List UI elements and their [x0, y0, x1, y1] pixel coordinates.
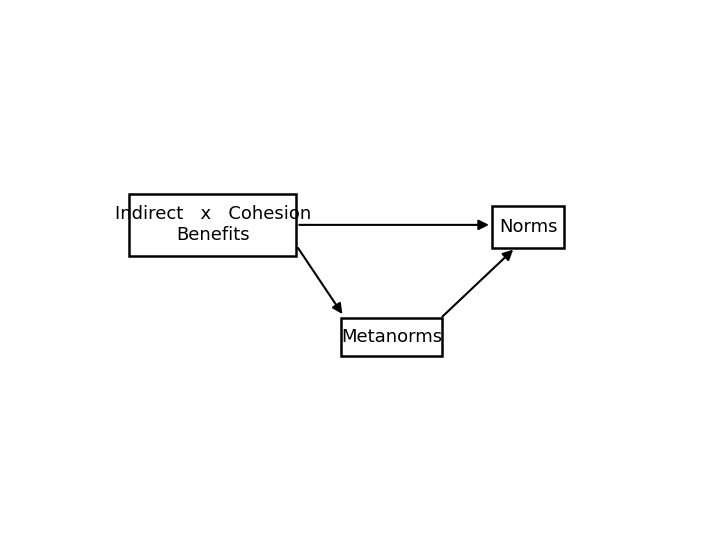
Text: Norms: Norms [499, 218, 557, 236]
Text: Indirect   x   Cohesion
Benefits: Indirect x Cohesion Benefits [114, 206, 311, 244]
Text: Metanorms: Metanorms [341, 328, 442, 346]
FancyBboxPatch shape [129, 194, 297, 256]
FancyBboxPatch shape [492, 206, 564, 248]
FancyBboxPatch shape [341, 319, 441, 356]
